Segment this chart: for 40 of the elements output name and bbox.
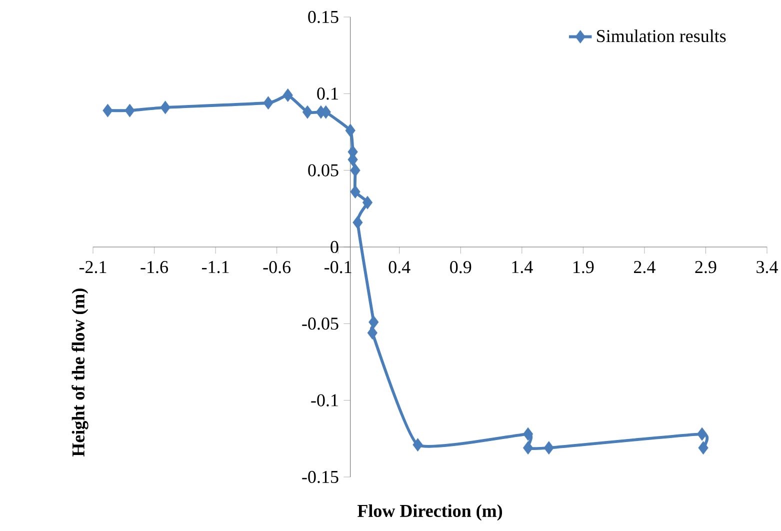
x-tick-label: -1.1 bbox=[202, 261, 229, 274]
point bbox=[350, 185, 360, 199]
y-tick-label: 0.05 bbox=[308, 164, 338, 176]
point bbox=[412, 438, 423, 452]
point bbox=[544, 441, 554, 455]
x-tick-label: 0.9 bbox=[450, 261, 472, 274]
legend-label: Simulation results bbox=[597, 29, 726, 42]
point bbox=[696, 427, 708, 441]
y-tick-label: -0.15 bbox=[302, 470, 338, 484]
point bbox=[698, 441, 708, 455]
y-tick-label: 0.1 bbox=[317, 88, 338, 100]
point bbox=[124, 104, 135, 118]
point bbox=[302, 105, 313, 119]
point bbox=[352, 216, 363, 230]
x-tick-label: 2.4 bbox=[634, 261, 656, 274]
x-axis-title: Flow Direction (m) bbox=[358, 504, 502, 521]
y-tick-label: 0.15 bbox=[308, 10, 338, 24]
x-tick-label: 3.4 bbox=[756, 261, 778, 274]
y-axis-title: Height of the flow (m) bbox=[72, 288, 88, 456]
x-tick-label: 1.9 bbox=[574, 261, 594, 274]
point bbox=[362, 196, 373, 210]
point bbox=[350, 164, 360, 178]
x-tick-label: 1.4 bbox=[512, 261, 533, 274]
point bbox=[102, 104, 113, 118]
point bbox=[160, 100, 170, 114]
point bbox=[522, 427, 534, 441]
x-tick-label: 2.9 bbox=[695, 261, 716, 274]
y-tick-label: 0 bbox=[330, 240, 338, 254]
point bbox=[368, 315, 379, 329]
x-tick-label: -2.1 bbox=[79, 261, 106, 274]
x-tick-label: -0.6 bbox=[263, 261, 291, 274]
point bbox=[263, 96, 274, 110]
y-tick-label: -0.1 bbox=[311, 394, 338, 406]
point bbox=[282, 88, 293, 102]
x-tick-label: 0.4 bbox=[388, 261, 410, 274]
x-tick-label: -1.6 bbox=[140, 261, 168, 274]
y-tick-label: -0.05 bbox=[302, 318, 338, 330]
point bbox=[367, 326, 378, 340]
point bbox=[522, 441, 534, 455]
point bbox=[345, 124, 356, 138]
